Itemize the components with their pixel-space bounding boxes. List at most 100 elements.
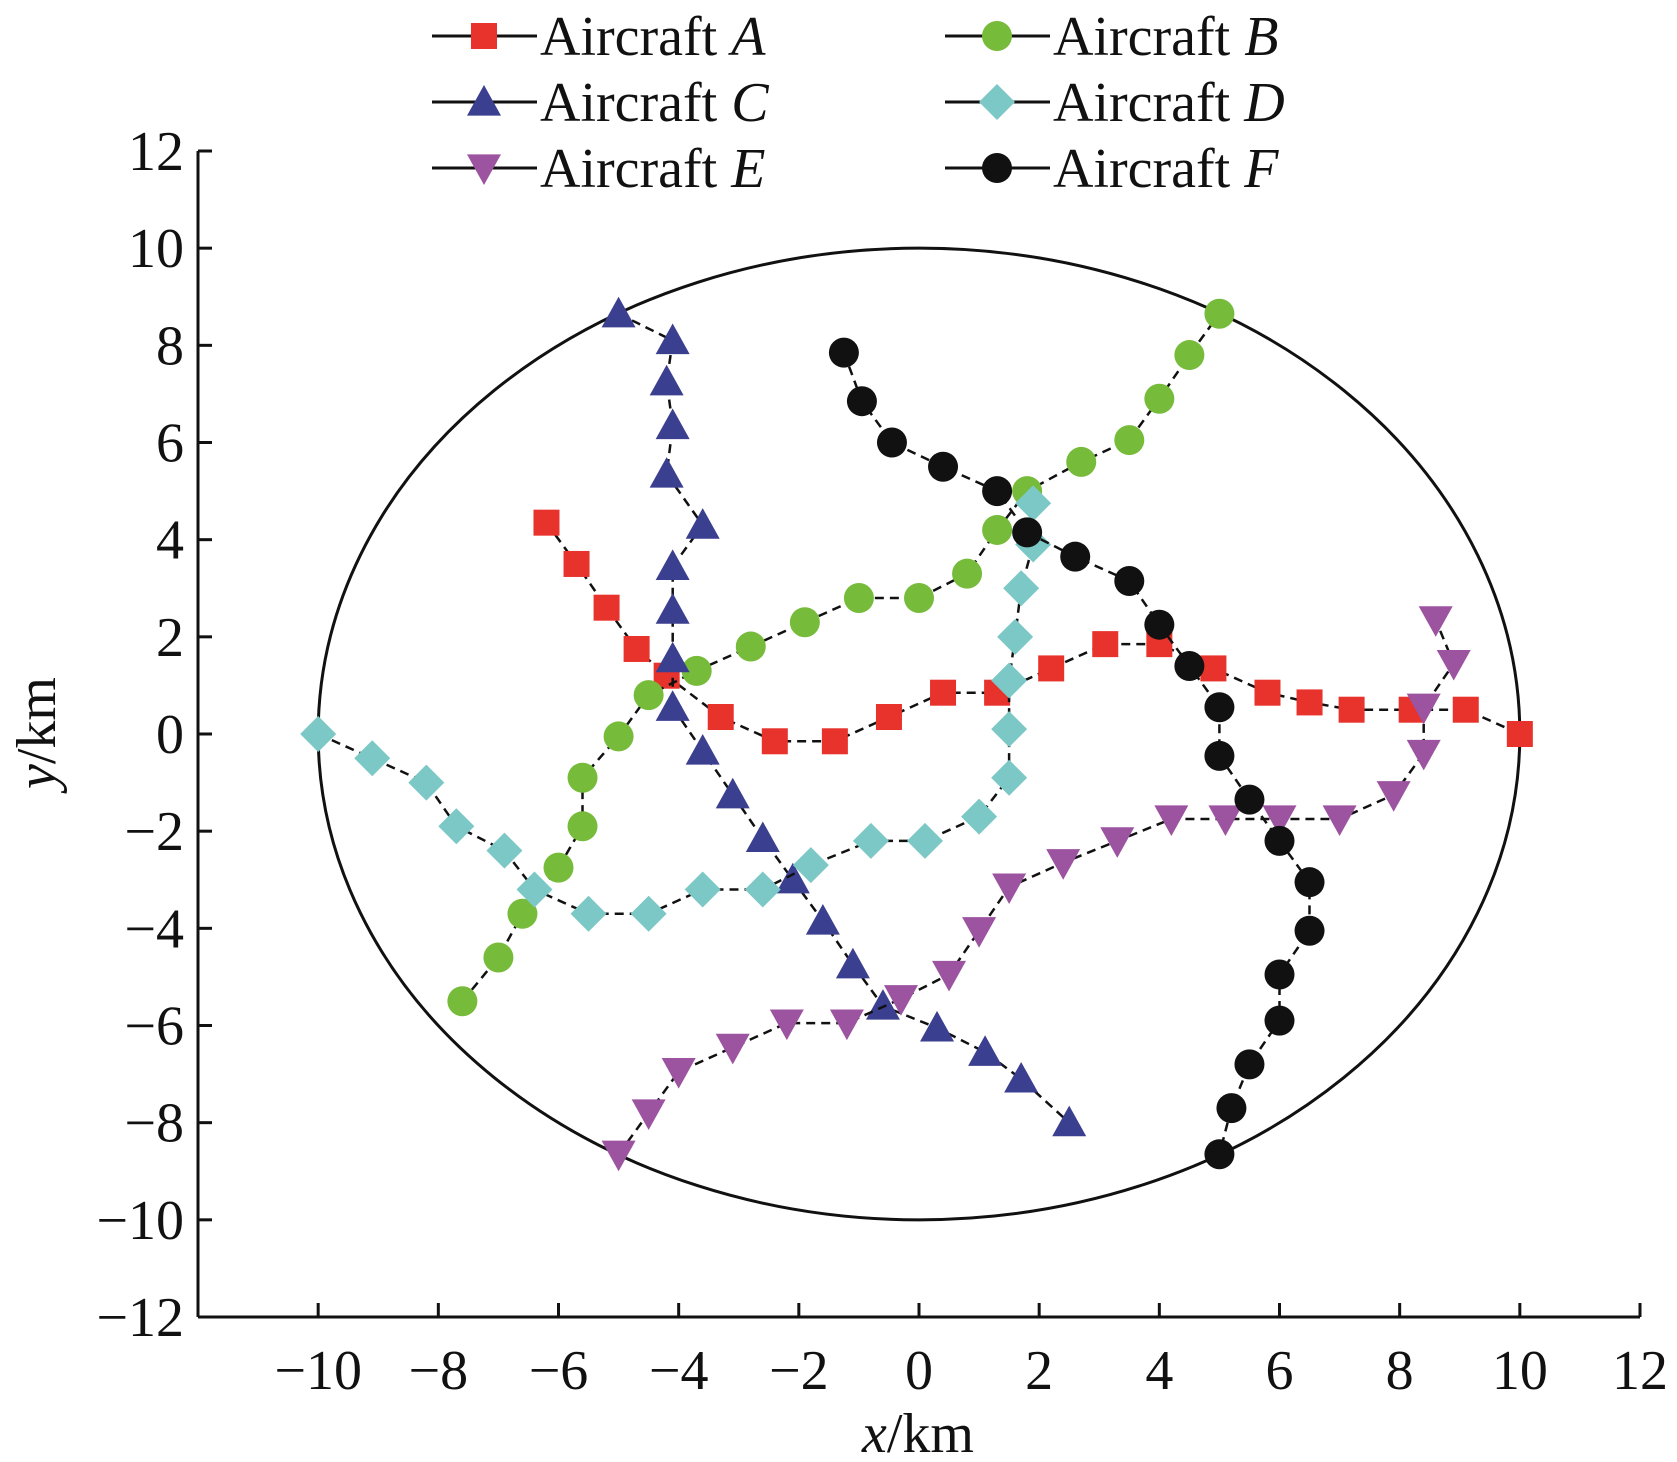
point-f-2 — [876, 427, 907, 458]
legend-label-prefix: Aircraft — [540, 72, 731, 134]
point-b-4 — [567, 811, 598, 842]
point-f-1 — [846, 386, 877, 417]
legend-label-letter: B — [1244, 6, 1278, 68]
point-f-5 — [1012, 517, 1043, 548]
point-e-20 — [1418, 606, 1453, 637]
point-a-11 — [1038, 655, 1065, 682]
legend-item-e: Aircraft E — [432, 138, 765, 200]
point-e-7 — [932, 960, 967, 992]
y-tick-label: 8 — [156, 315, 184, 377]
boundary-layer — [316, 246, 1522, 1222]
legend-marker — [982, 21, 1012, 51]
point-b-6 — [603, 721, 634, 752]
y-tick-label: −2 — [124, 801, 184, 863]
point-d-8 — [684, 871, 721, 908]
point-c-4 — [649, 457, 684, 488]
point-e-11 — [1100, 827, 1135, 858]
legend-label-prefix: Aircraft — [540, 6, 731, 68]
point-c-7 — [655, 593, 690, 624]
y-tick-label: 0 — [156, 704, 184, 766]
point-c-17 — [920, 1010, 955, 1042]
point-a-6 — [761, 728, 788, 755]
point-c-11 — [715, 777, 750, 809]
point-d-15 — [991, 711, 1028, 748]
point-e-5 — [829, 1009, 864, 1041]
y-tick-label: 2 — [156, 607, 184, 669]
legend-marker — [467, 154, 501, 185]
point-c-1 — [655, 323, 690, 355]
point-b-11 — [843, 582, 874, 613]
point-a-5 — [707, 703, 734, 730]
point-c-9 — [655, 690, 690, 721]
point-e-3 — [715, 1033, 750, 1065]
point-b-8 — [681, 655, 712, 686]
point-d-2 — [408, 764, 445, 801]
point-f-18 — [1234, 1049, 1265, 1080]
legend-marker — [467, 85, 501, 116]
y-tick-label: −12 — [96, 1287, 184, 1349]
x-tick-label: 8 — [1386, 1340, 1414, 1402]
point-a-7 — [821, 728, 848, 755]
series-layer — [300, 296, 1533, 1172]
point-b-19 — [1174, 340, 1205, 371]
point-d-1 — [354, 740, 391, 777]
x-tick-label: −2 — [769, 1340, 829, 1402]
point-c-2 — [649, 364, 684, 396]
point-c-18 — [968, 1035, 1003, 1066]
y-tick-label: 4 — [156, 510, 184, 572]
point-e-6 — [883, 985, 918, 1016]
series-f — [828, 337, 1325, 1170]
point-d-14 — [991, 759, 1028, 796]
x-tick-label: 10 — [1492, 1340, 1548, 1402]
point-d-11 — [852, 822, 889, 859]
point-f-14 — [1294, 867, 1325, 898]
point-f-8 — [1144, 609, 1175, 640]
point-a-8 — [875, 703, 902, 730]
x-axis-unit: /km — [887, 1403, 974, 1462]
x-axis-label: x/km — [861, 1403, 974, 1462]
legend-label-prefix: Aircraft — [540, 138, 731, 200]
boundary-circle — [316, 246, 1522, 1222]
legend-label: Aircraft D — [1053, 72, 1285, 134]
point-c-13 — [775, 862, 810, 894]
y-tick-label: 10 — [128, 218, 184, 280]
point-b-20 — [1204, 298, 1235, 329]
point-f-11 — [1204, 740, 1235, 771]
point-e-14 — [1262, 805, 1297, 837]
point-f-0 — [828, 337, 859, 368]
point-a-19 — [1452, 696, 1479, 723]
x-tick-label: 2 — [1025, 1340, 1053, 1402]
legend-marker — [979, 84, 1015, 120]
point-e-16 — [1376, 781, 1411, 812]
x-tick-label: −4 — [649, 1340, 709, 1402]
point-f-19 — [1216, 1093, 1247, 1124]
point-f-9 — [1174, 650, 1205, 681]
point-c-3 — [655, 408, 690, 440]
point-a-3 — [623, 635, 650, 662]
point-e-1 — [631, 1099, 666, 1130]
point-b-17 — [1114, 425, 1145, 456]
legend-label: Aircraft C — [540, 72, 769, 134]
point-b-5 — [567, 762, 598, 793]
point-c-12 — [745, 821, 780, 853]
point-e-19 — [1436, 649, 1471, 681]
y-tick-label: 12 — [128, 121, 184, 183]
point-b-9 — [735, 631, 766, 662]
legend-item-f: Aircraft F — [945, 138, 1279, 200]
point-d-3 — [438, 808, 475, 845]
x-tick-label: −6 — [529, 1340, 589, 1402]
x-tick-label: −8 — [409, 1340, 469, 1402]
point-e-0 — [601, 1140, 636, 1172]
legend-label: Aircraft E — [540, 138, 765, 200]
point-a-12 — [1092, 631, 1119, 658]
point-a-17 — [1338, 696, 1365, 723]
legend-item-d: Aircraft D — [945, 72, 1285, 134]
point-b-2 — [507, 898, 538, 929]
point-d-7 — [630, 895, 667, 932]
point-c-19 — [1004, 1061, 1039, 1093]
point-a-14 — [1200, 655, 1227, 682]
point-f-13 — [1264, 825, 1295, 856]
point-c-6 — [655, 549, 690, 580]
point-b-18 — [1144, 383, 1175, 414]
point-b-7 — [633, 680, 664, 711]
